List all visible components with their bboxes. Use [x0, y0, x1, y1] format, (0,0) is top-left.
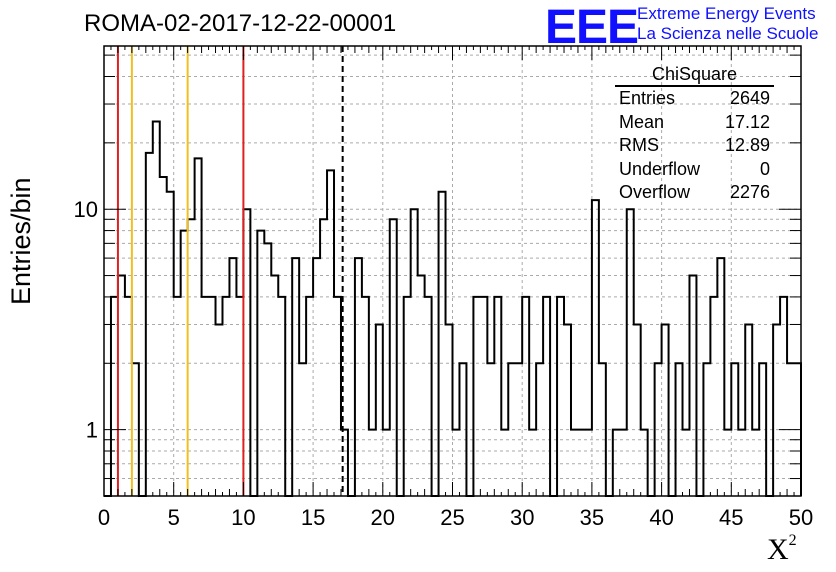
x-axis-label: X2 — [767, 532, 797, 567]
x-tick-label: 20 — [371, 505, 395, 530]
x-tick-label: 45 — [719, 505, 743, 530]
stats-row-underflow: Underflow 0 — [611, 158, 778, 182]
x-tick-label: 0 — [98, 505, 110, 530]
x-axis-label-sup: 2 — [788, 532, 797, 549]
stats-row-entries: Entries 2649 — [611, 87, 778, 111]
stats-title: ChiSquare — [615, 64, 774, 87]
x-tick-label: 5 — [168, 505, 180, 530]
x-tick-label: 25 — [440, 505, 464, 530]
stats-row-rms: RMS 12.89 — [611, 134, 778, 158]
x-tick-label: 50 — [789, 505, 813, 530]
eee-logo: EEE — [545, 1, 639, 54]
stats-label: Mean — [619, 111, 665, 132]
x-tick-label: 15 — [301, 505, 325, 530]
stats-label: Entries — [619, 88, 676, 108]
logo-line-1: Extreme Energy Events — [637, 4, 816, 23]
y-axis-label: Entries/bin — [6, 177, 36, 305]
chart-title: ROMA-02-2017-12-22-00001 — [84, 10, 397, 37]
logo-line-2: La Scienza nelle Scuole — [637, 24, 819, 43]
x-axis-label-base: X — [767, 533, 789, 566]
y-tick-label: 1 — [86, 418, 98, 443]
stats-label: RMS — [619, 135, 659, 155]
stats-label: Overflow — [619, 182, 691, 202]
stats-value: 0 — [759, 158, 770, 179]
stats-row-mean: Mean 17.12 — [611, 111, 778, 135]
stats-value: 2649 — [729, 88, 770, 108]
stats-row-overflow: Overflow 2276 — [611, 181, 778, 205]
y-tick-label: 10 — [74, 197, 98, 222]
stats-value: 2276 — [729, 182, 770, 202]
stats-label: Underflow — [619, 158, 701, 179]
x-tick-label: 30 — [510, 505, 534, 530]
stats-value: 17.12 — [724, 111, 770, 132]
x-tick-label: 40 — [649, 505, 673, 530]
stats-value: 12.89 — [724, 135, 770, 155]
x-tick-label: 35 — [580, 505, 604, 530]
stats-box: ChiSquare Entries 2649 Mean 17.12 RMS 12.89… — [611, 64, 778, 205]
x-tick-label: 10 — [231, 505, 255, 530]
histogram-line — [104, 120, 802, 497]
